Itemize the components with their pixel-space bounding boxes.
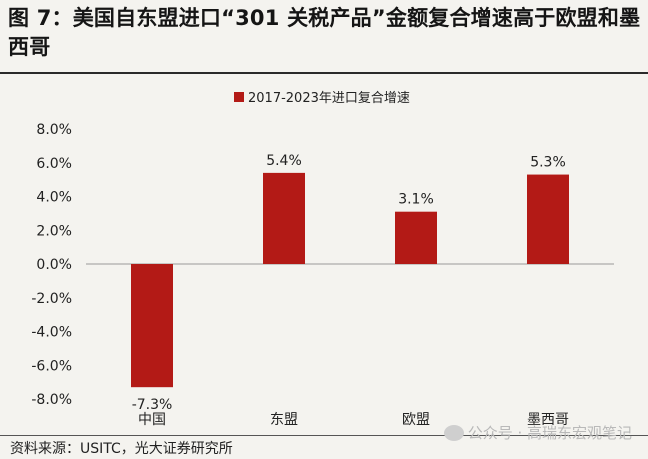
y-tick-label: 4.0%	[36, 190, 72, 206]
data-label: 3.1%	[398, 192, 434, 208]
chart-title: 图 7：美国自东盟进口“301 关税产品”金额复合增速高于欧盟和墨西哥	[8, 6, 641, 59]
category-label: 东盟	[270, 412, 298, 428]
data-label: 5.3%	[530, 155, 566, 171]
data-label: -7.3%	[132, 397, 173, 413]
y-tick-label: -8.0%	[31, 392, 72, 408]
y-axis: 8.0% 6.0% 4.0% 2.0% 0.0% -2.0% -4.0% -6.0% -8.0%	[31, 122, 72, 408]
watermark: 公众号 · 高瑞东宏观笔记	[443, 422, 632, 443]
category-label: 欧盟	[402, 412, 430, 428]
bar	[395, 211, 437, 264]
data-label: 5.4%	[266, 153, 302, 169]
bar	[131, 264, 173, 388]
y-tick-label: 0.0%	[36, 257, 72, 273]
y-tick-label: -4.0%	[31, 325, 72, 341]
y-tick-label: 2.0%	[36, 223, 72, 239]
y-tick-label: 8.0%	[36, 122, 72, 138]
legend-swatch	[234, 92, 244, 102]
y-tick-label: 6.0%	[36, 156, 72, 172]
bar	[527, 174, 569, 264]
category-label: 中国	[138, 412, 166, 428]
data-labels-group: -7.3% 5.4% 3.1% 5.3%	[132, 153, 566, 413]
category-label: 墨西哥	[527, 412, 569, 428]
y-tick-label: -2.0%	[31, 291, 72, 307]
legend: 2017-2023年进口复合增速	[234, 91, 410, 106]
wechat-icon	[443, 424, 464, 441]
watermark-text: 公众号 · 高瑞东宏观笔记	[467, 424, 632, 442]
source-divider	[0, 435, 648, 436]
source-note: 资料来源：USITC，光大证券研究所	[10, 441, 233, 457]
y-tick-label: -6.0%	[31, 358, 72, 374]
bars-group	[131, 172, 569, 388]
bar	[263, 172, 305, 264]
title-divider	[0, 72, 648, 74]
legend-label: 2017-2023年进口复合增速	[248, 91, 410, 106]
category-labels-group: 中国 东盟 欧盟 墨西哥	[138, 412, 569, 428]
